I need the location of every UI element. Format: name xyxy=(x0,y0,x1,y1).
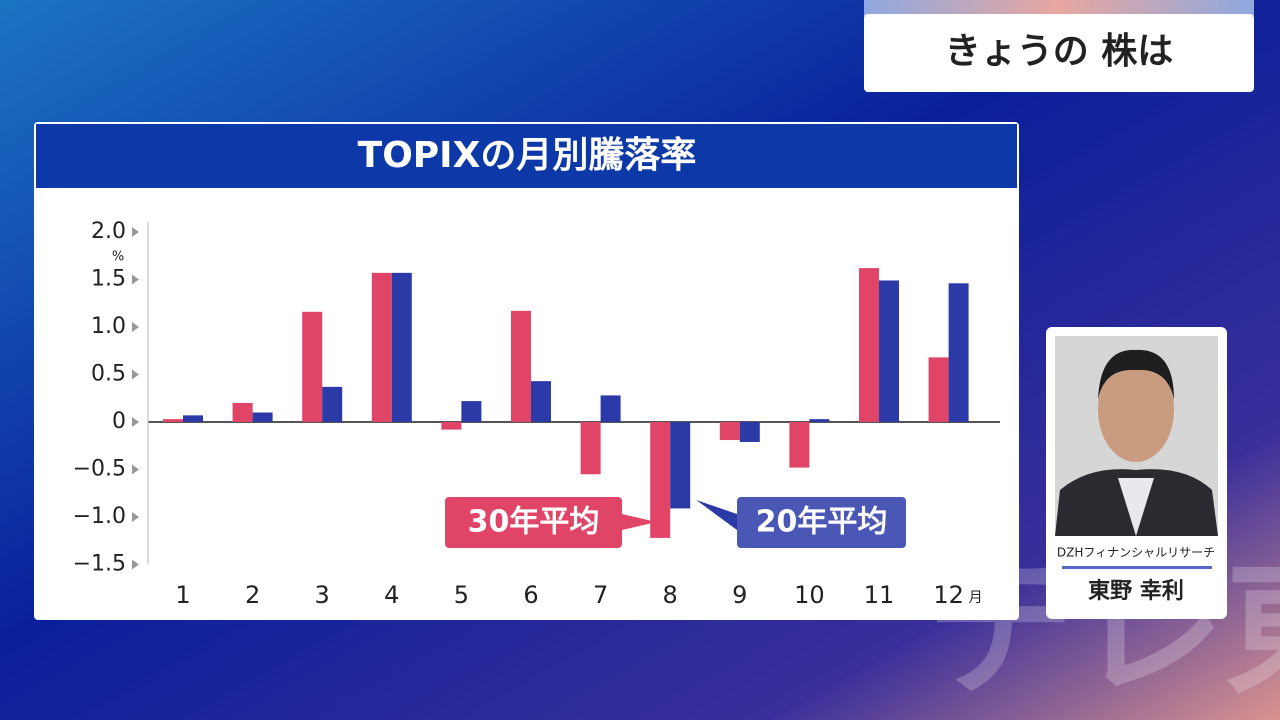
x-unit: 月 xyxy=(969,590,983,606)
bar xyxy=(789,422,810,468)
bar xyxy=(302,311,323,422)
bar xyxy=(739,422,760,442)
photo-hair xyxy=(1098,349,1174,400)
bar xyxy=(719,422,740,441)
bar xyxy=(580,422,601,475)
chart-title: TOPIXの月別騰落率 xyxy=(358,135,697,176)
y-tick-label: 1.5 xyxy=(91,267,126,292)
y-tick-mark xyxy=(132,464,139,475)
bar xyxy=(391,272,412,422)
x-tick-label: 3 xyxy=(315,581,330,609)
corner-box xyxy=(864,14,1254,92)
bar xyxy=(531,381,551,422)
bar xyxy=(371,272,392,422)
y-tick-mark xyxy=(132,512,139,522)
legend-label: 20年平均 xyxy=(756,505,888,540)
y-tick-label: 2.0 xyxy=(91,219,126,244)
x-tick-label: 12 xyxy=(933,581,964,609)
y-tick-mark xyxy=(132,227,139,237)
bar xyxy=(600,395,621,422)
legend-pointer xyxy=(622,514,657,530)
y-unit: % xyxy=(112,250,124,265)
x-tick-label: 5 xyxy=(454,581,469,609)
bar xyxy=(322,386,343,422)
bar xyxy=(928,357,949,422)
legend-box xyxy=(737,497,906,548)
legend-box xyxy=(445,497,622,548)
photo-shirt xyxy=(1118,478,1154,536)
x-tick-label: 1 xyxy=(175,581,190,609)
y-tick-label: 0.5 xyxy=(91,362,126,387)
chart-header xyxy=(36,124,1017,188)
y-tick-label: −1.0 xyxy=(73,504,126,529)
title-strip xyxy=(864,0,1254,16)
y-tick-mark xyxy=(132,322,139,332)
x-tick-label: 11 xyxy=(864,581,895,609)
y-tick-label: 1.0 xyxy=(91,314,126,339)
bar xyxy=(183,415,203,422)
photo-face xyxy=(1098,358,1174,462)
x-tick-label: 6 xyxy=(523,581,538,609)
bar xyxy=(809,419,830,422)
x-tick-label: 7 xyxy=(593,581,608,609)
y-tick-mark xyxy=(132,274,139,285)
corner-title: きょうの 株は xyxy=(945,31,1174,72)
bar xyxy=(670,422,691,509)
guest-company: DZHフィナンシャルリサーチ xyxy=(1057,546,1215,560)
bar xyxy=(948,283,969,422)
bar xyxy=(650,422,671,538)
y-tick-mark xyxy=(132,417,139,427)
y-tick-label: −1.5 xyxy=(73,552,126,577)
bar xyxy=(252,412,273,422)
plot: 2.01.51.00.50−0.5−1.0−1.5%1 2 3 4 5 6 7 8 9 10 11 1… xyxy=(73,219,1000,609)
x-tick-label: 4 xyxy=(384,581,399,609)
y-tick-label: 0 xyxy=(112,409,126,434)
bar xyxy=(232,403,253,422)
guest-name: 東野 幸利 xyxy=(1088,578,1184,604)
x-tick-label: 8 xyxy=(663,581,678,609)
bar xyxy=(511,310,531,422)
bar xyxy=(461,401,482,422)
legend-pointer xyxy=(696,500,737,530)
bar xyxy=(859,268,879,422)
y-tick-label: −0.5 xyxy=(73,457,126,482)
bar xyxy=(879,280,899,422)
x-tick-label: 10 xyxy=(794,581,825,609)
y-tick-mark xyxy=(132,559,139,570)
guest-divider xyxy=(1062,566,1212,569)
x-tick-label: 9 xyxy=(732,581,747,609)
bar xyxy=(163,419,183,422)
bar xyxy=(441,422,462,430)
y-tick-mark xyxy=(132,369,139,380)
legend-label: 30年平均 xyxy=(468,505,600,540)
x-tick-label: 2 xyxy=(245,581,260,609)
